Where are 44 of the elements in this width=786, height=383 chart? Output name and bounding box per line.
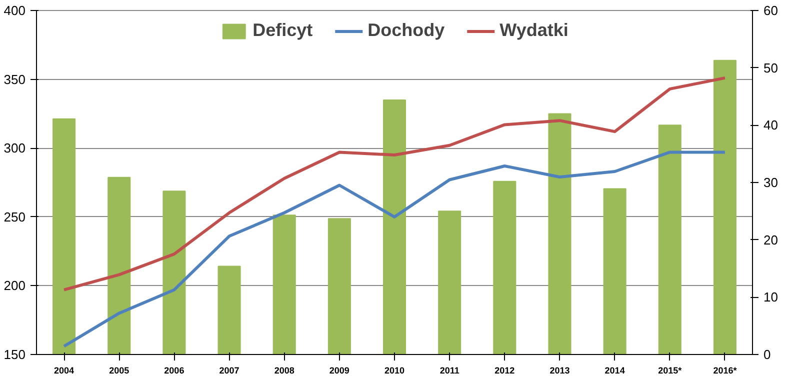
- y2-tick-label: 30: [764, 175, 778, 190]
- x-tick-label: 2008: [274, 366, 294, 376]
- y2-tick-label: 60: [764, 3, 778, 18]
- x-tick-label: 2016*: [713, 366, 738, 376]
- x-tick-label: 2005: [109, 366, 130, 376]
- line-series: [62, 76, 726, 292]
- y-tick-label: 300: [4, 140, 26, 156]
- bar: [272, 214, 296, 354]
- bar: [108, 176, 131, 354]
- legend-label: Wydatki: [500, 20, 568, 41]
- bar: [713, 60, 736, 354]
- legend-label: Deficyt: [252, 20, 313, 41]
- x-tick-label: 2012: [494, 366, 515, 376]
- bar: [382, 99, 406, 354]
- y2-tick-label: 20: [764, 232, 778, 248]
- y2-tick-label: 40: [764, 118, 778, 133]
- y2-tick-label: 10: [764, 290, 778, 305]
- legend-label: Dochody: [368, 20, 445, 41]
- x-tick-label: 2006: [164, 366, 184, 376]
- y-tick-label: 250: [4, 209, 26, 224]
- bar: [218, 266, 241, 354]
- x-tick-label: 2009: [329, 366, 350, 376]
- bar: [603, 188, 626, 354]
- bar: [328, 218, 351, 354]
- x-tick-label: 2004: [54, 366, 74, 376]
- x-tick-label: 2015*: [658, 366, 682, 376]
- x-tick-label: 2014: [604, 366, 625, 376]
- bar: [162, 190, 186, 354]
- y-tick-label: 200: [4, 278, 26, 294]
- y2-tick-label: 0: [764, 347, 771, 362]
- x-tick-label: 2007: [219, 366, 240, 376]
- bar: [658, 124, 682, 354]
- y-tick-label: 350: [4, 72, 26, 87]
- bar: [438, 210, 462, 354]
- x-tick-label: 2011: [440, 366, 460, 376]
- bar: [493, 180, 516, 354]
- y2-tick-label: 50: [764, 60, 778, 76]
- x-tick-label: 2010: [384, 366, 405, 376]
- y-tick-label: 150: [4, 347, 26, 362]
- bar: [52, 118, 76, 354]
- y-tick-label: 400: [4, 3, 26, 18]
- bar: [548, 113, 572, 354]
- x-tick-label: 2013: [550, 366, 570, 376]
- line-series: [62, 150, 726, 348]
